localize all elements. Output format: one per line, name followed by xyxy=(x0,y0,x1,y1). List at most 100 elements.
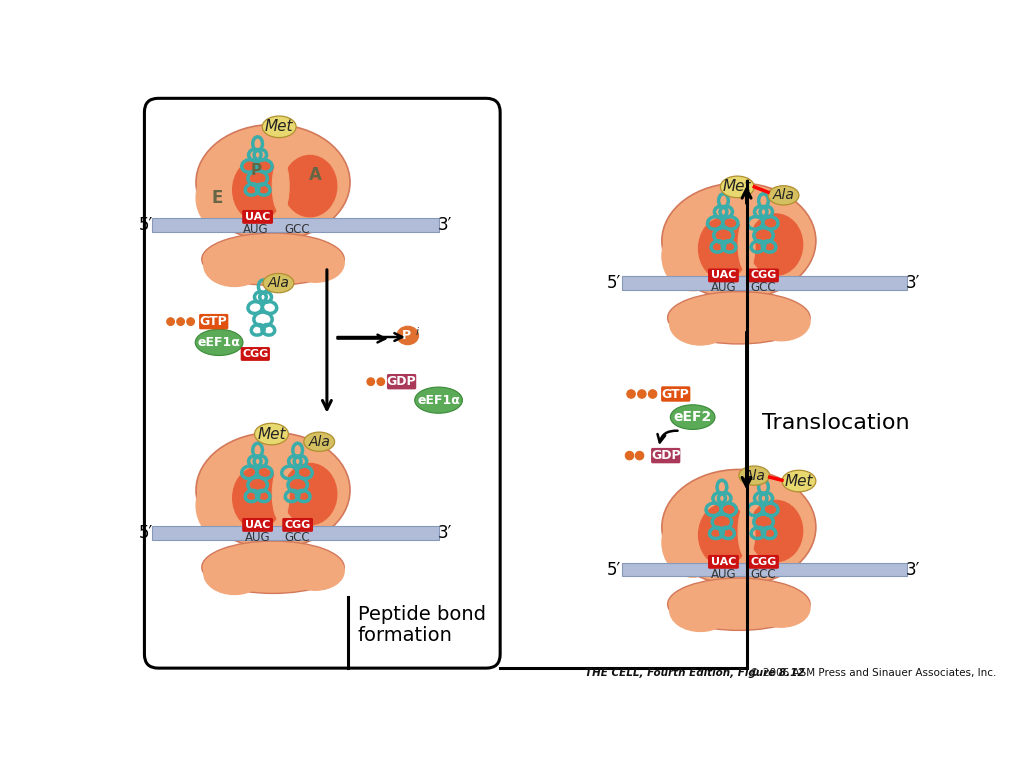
Ellipse shape xyxy=(196,329,243,356)
Ellipse shape xyxy=(232,467,283,528)
Text: GDP: GDP xyxy=(387,376,417,388)
Bar xyxy=(622,276,906,290)
Ellipse shape xyxy=(638,390,646,399)
Text: CGG: CGG xyxy=(285,520,311,530)
Text: CGG: CGG xyxy=(751,557,776,567)
Text: GCC: GCC xyxy=(751,568,776,581)
Ellipse shape xyxy=(753,589,810,627)
FancyBboxPatch shape xyxy=(662,386,690,402)
Text: eEF2: eEF2 xyxy=(674,410,712,424)
Text: CGG: CGG xyxy=(242,349,268,359)
Ellipse shape xyxy=(662,221,724,291)
Ellipse shape xyxy=(287,244,344,283)
Ellipse shape xyxy=(671,405,715,429)
Ellipse shape xyxy=(255,423,289,445)
Text: Met: Met xyxy=(784,474,813,488)
Ellipse shape xyxy=(635,452,644,460)
Ellipse shape xyxy=(720,176,755,197)
Text: GCC: GCC xyxy=(285,223,310,236)
Text: 5′: 5′ xyxy=(607,561,622,578)
Text: GTP: GTP xyxy=(662,388,689,400)
FancyBboxPatch shape xyxy=(749,269,779,283)
Ellipse shape xyxy=(749,214,803,276)
Ellipse shape xyxy=(202,541,344,594)
Text: UAC: UAC xyxy=(245,212,270,222)
Ellipse shape xyxy=(204,244,265,286)
Ellipse shape xyxy=(627,390,635,399)
Ellipse shape xyxy=(739,466,770,485)
Ellipse shape xyxy=(670,303,731,345)
FancyBboxPatch shape xyxy=(749,555,779,569)
Ellipse shape xyxy=(662,508,724,578)
Text: 3′: 3′ xyxy=(437,216,452,233)
Text: CGG: CGG xyxy=(751,270,776,280)
FancyBboxPatch shape xyxy=(243,210,273,223)
Ellipse shape xyxy=(738,504,755,558)
Text: GCC: GCC xyxy=(285,531,310,544)
Ellipse shape xyxy=(186,318,195,326)
FancyBboxPatch shape xyxy=(199,314,228,329)
Text: formation: formation xyxy=(357,626,453,645)
Bar xyxy=(622,563,906,577)
Ellipse shape xyxy=(753,303,810,341)
Text: UAC: UAC xyxy=(711,270,736,280)
Ellipse shape xyxy=(202,233,344,286)
FancyBboxPatch shape xyxy=(651,448,680,463)
FancyBboxPatch shape xyxy=(283,518,313,531)
Text: AUG: AUG xyxy=(245,531,270,544)
Text: A: A xyxy=(309,166,322,184)
Ellipse shape xyxy=(283,155,337,217)
Ellipse shape xyxy=(626,452,634,460)
Ellipse shape xyxy=(415,387,463,413)
Ellipse shape xyxy=(204,552,265,594)
Ellipse shape xyxy=(196,163,258,232)
Text: eEF1α: eEF1α xyxy=(417,394,460,407)
Text: Peptide bond: Peptide bond xyxy=(357,605,485,624)
Ellipse shape xyxy=(782,470,816,492)
Text: 3′: 3′ xyxy=(905,274,921,292)
FancyBboxPatch shape xyxy=(387,374,416,389)
Text: AUG: AUG xyxy=(711,568,736,581)
Ellipse shape xyxy=(367,378,375,386)
Ellipse shape xyxy=(662,469,816,585)
FancyBboxPatch shape xyxy=(708,555,739,569)
Ellipse shape xyxy=(648,390,656,399)
Ellipse shape xyxy=(698,217,749,280)
Text: AUG: AUG xyxy=(244,223,269,236)
Ellipse shape xyxy=(262,116,296,137)
Ellipse shape xyxy=(668,292,810,344)
Ellipse shape xyxy=(196,124,350,240)
Text: 3′: 3′ xyxy=(437,524,452,541)
Text: i: i xyxy=(416,327,419,337)
Text: Translocation: Translocation xyxy=(762,413,909,433)
Text: GDP: GDP xyxy=(651,449,681,462)
Text: 5′: 5′ xyxy=(607,274,622,292)
Text: © 2006 ASM Press and Sinauer Associates, Inc.: © 2006 ASM Press and Sinauer Associates,… xyxy=(742,667,996,677)
Bar xyxy=(153,217,438,231)
Text: 5′: 5′ xyxy=(139,524,153,541)
Text: THE CELL, Fourth Edition, Figure 8.12: THE CELL, Fourth Edition, Figure 8.12 xyxy=(585,667,805,677)
Ellipse shape xyxy=(283,463,337,525)
Text: 5′: 5′ xyxy=(139,216,153,233)
Ellipse shape xyxy=(272,159,289,213)
Text: GTP: GTP xyxy=(200,315,227,328)
Text: Met: Met xyxy=(265,119,294,134)
Ellipse shape xyxy=(196,471,258,541)
Bar xyxy=(153,525,438,540)
Ellipse shape xyxy=(397,326,419,345)
Ellipse shape xyxy=(263,273,294,293)
Text: 3′: 3′ xyxy=(905,561,921,578)
Ellipse shape xyxy=(304,432,335,452)
Ellipse shape xyxy=(768,186,799,205)
Ellipse shape xyxy=(668,578,810,631)
Text: Ala: Ala xyxy=(308,435,330,449)
Ellipse shape xyxy=(272,467,289,521)
Text: P: P xyxy=(251,163,262,178)
FancyBboxPatch shape xyxy=(243,518,273,531)
Text: Met: Met xyxy=(723,180,752,194)
Text: AUG: AUG xyxy=(711,281,736,294)
Text: E: E xyxy=(212,189,223,207)
Ellipse shape xyxy=(377,378,385,386)
Text: Ala: Ala xyxy=(743,468,765,482)
Ellipse shape xyxy=(662,183,816,299)
